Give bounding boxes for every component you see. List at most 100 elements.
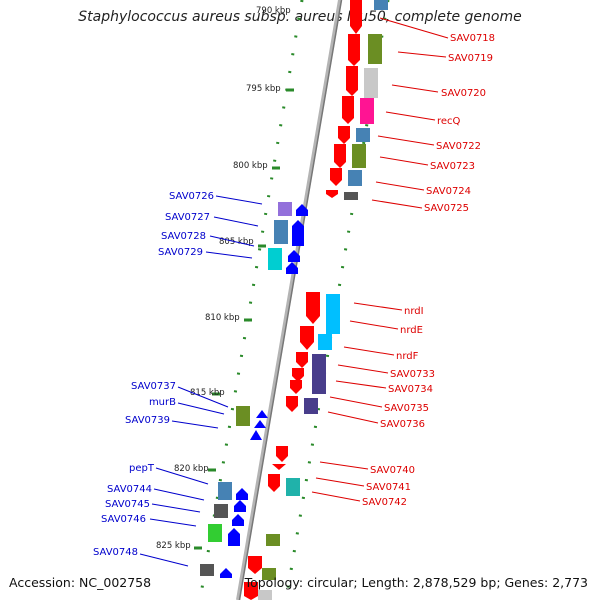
feature-SAV0737-arrow — [256, 410, 268, 418]
leader-line — [215, 195, 263, 205]
gene-label[interactable]: SAV0725 — [424, 203, 469, 214]
feature-bottom-cog-3 — [258, 590, 272, 600]
reverse-strand-features — [200, 202, 308, 578]
topology-label: Topology: — [244, 575, 304, 590]
gene-label[interactable]: nrdI — [404, 306, 424, 317]
topology-value: circular — [307, 575, 354, 590]
feature-SAV0725-arrow — [326, 190, 338, 198]
gene-label[interactable]: nrdE — [400, 325, 423, 336]
gene-label[interactable]: SAV0748 — [93, 547, 138, 558]
gene-label[interactable]: SAV0742 — [362, 497, 407, 508]
feature-nrdI-cog — [326, 294, 340, 334]
length-label: Length: — [361, 575, 409, 590]
leader-line — [397, 51, 447, 58]
feature-SAV0735-arrow — [286, 396, 298, 412]
feature-SAV0742-arrow — [268, 474, 280, 492]
feature-bottom-cog — [266, 534, 280, 546]
scale-label: 795 kbp — [246, 84, 281, 94]
feature-SAV0718-arrow — [350, 0, 362, 34]
leader-line — [329, 396, 383, 408]
gene-label[interactable]: SAV0719 — [448, 53, 493, 64]
leader-line — [315, 477, 365, 487]
gene-label[interactable]: recQ — [437, 116, 461, 127]
leader-line — [335, 380, 387, 389]
feature-recQ-cog — [360, 98, 374, 124]
gene-label[interactable]: nrdF — [396, 351, 419, 362]
genome-backbone-shade — [238, 0, 343, 600]
scale-label: 825 kbp — [156, 541, 191, 551]
leader-line — [319, 461, 369, 470]
feature-SAV0734-arrow — [290, 380, 302, 394]
feature-nrdF-arrow — [296, 352, 308, 368]
right-leader-lines — [311, 17, 449, 502]
feature-SAV0744-cog — [214, 504, 228, 518]
feature-nrdE-cog — [318, 334, 332, 350]
feature-SAV0723-arrow — [334, 144, 346, 168]
leader-line — [377, 135, 435, 146]
gene-label[interactable]: murB — [149, 397, 176, 408]
gene-label[interactable]: SAV0722 — [436, 141, 481, 152]
gene-label[interactable]: SAV0739 — [125, 415, 170, 426]
gene-label[interactable]: SAV0735 — [384, 403, 429, 414]
feature-SAV0720-cog — [364, 68, 378, 98]
leader-line — [153, 488, 205, 501]
feature-SAV0744-arrow — [234, 500, 246, 512]
genes-count: 2,773 — [552, 575, 588, 590]
feature-SAV0728-arrow — [288, 250, 300, 262]
gene-label[interactable]: SAV0736 — [380, 419, 425, 430]
leader-line — [343, 346, 395, 356]
forward-strand-features — [244, 0, 388, 600]
genes-label: Genes: — [504, 575, 549, 590]
feature-pepT-cog — [218, 482, 232, 500]
gene-label[interactable]: SAV0718 — [450, 33, 495, 44]
feature-SAV0724-arrow — [330, 168, 342, 186]
gene-label[interactable]: SAV0733 — [390, 369, 435, 380]
feature-SAV0729-arrow — [286, 262, 298, 274]
leader-line — [349, 320, 399, 330]
feature-SAV0740-arrow — [276, 446, 288, 462]
leader-line — [171, 420, 219, 429]
feature-SAV0727-cog — [274, 220, 288, 244]
gene-label[interactable]: SAV0723 — [430, 161, 475, 172]
gene-label[interactable]: SAV0734 — [388, 384, 433, 395]
feature-SAV0739-arrow — [250, 430, 262, 440]
gene-label[interactable]: SAV0737 — [131, 381, 176, 392]
gene-label[interactable]: SAV0726 — [169, 191, 214, 202]
feature-SAV0724-cog — [348, 170, 362, 186]
gene-label[interactable]: SAV0727 — [165, 212, 210, 223]
feature-SAV0733-arrow — [292, 368, 304, 382]
leader-line — [337, 364, 389, 374]
feature-pepT-arrow — [236, 488, 248, 500]
leader-line — [379, 156, 429, 166]
feature-SAV0742-cog — [286, 478, 300, 496]
gene-label[interactable]: SAV0746 — [101, 514, 146, 525]
length-value: 2,878,529 bp — [412, 575, 497, 590]
gene-label[interactable]: SAV0741 — [366, 482, 411, 493]
gene-label[interactable]: SAV0740 — [370, 465, 415, 476]
leader-line — [205, 251, 253, 259]
feature-SAV0729-cog — [268, 248, 282, 270]
leader-line — [213, 216, 259, 227]
gene-label[interactable]: SAV0744 — [107, 484, 152, 495]
gene-label[interactable]: SAV0720 — [441, 88, 486, 99]
left-gene-labels: SAV0726 SAV0727 SAV0728 SAV0729 SAV0737 … — [93, 191, 214, 558]
gene-label[interactable]: SAV0724 — [426, 186, 471, 197]
leader-line — [391, 84, 439, 93]
gene-label[interactable]: SAV0745 — [105, 499, 150, 510]
gene-label[interactable]: pepT — [129, 463, 155, 474]
feature-SAV0719-cog — [368, 34, 382, 64]
leader-line — [327, 411, 379, 424]
gene-label[interactable]: SAV0728 — [161, 231, 206, 242]
scale-ticks — [194, 88, 294, 550]
feature-bottom-arrow-1 — [248, 556, 262, 574]
feature-nrdF-cog — [312, 354, 326, 394]
feature-SAV0719-arrow — [348, 34, 360, 66]
feature-SAV0735-cog — [304, 398, 318, 414]
gene-label[interactable]: SAV0729 — [158, 247, 203, 258]
scale-labels: 790 kbp 795 kbp 800 kbp 805 kbp 810 kbp … — [156, 6, 291, 551]
feature-SAV0726-arrow — [296, 204, 308, 216]
accession-info: Accession: NC_002758 — [9, 575, 151, 590]
genome-backbone — [236, 0, 342, 600]
scale-label: 820 kbp — [174, 464, 209, 474]
